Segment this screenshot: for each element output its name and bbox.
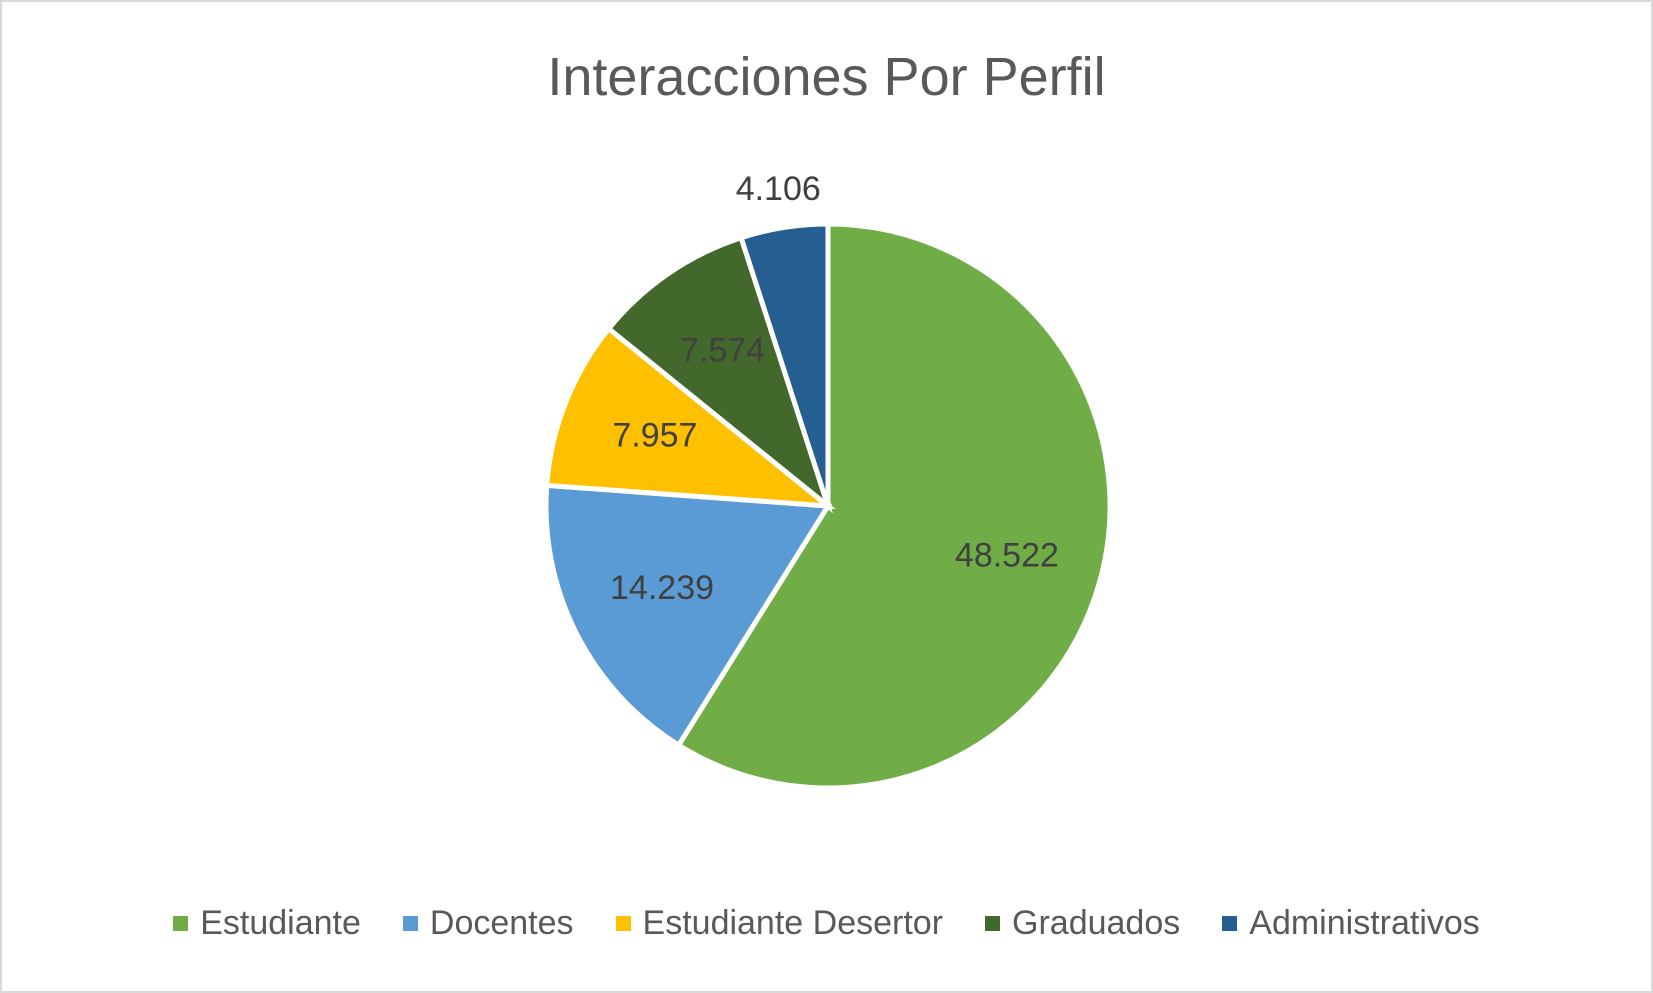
legend: Estudiante Docentes Estudiante Desertor Gra…: [2, 904, 1651, 943]
legend-swatch: [173, 916, 189, 931]
pie-slice-graduados: [605, 234, 833, 514]
data-label: 7.574: [680, 332, 765, 370]
legend-label: Estudiante: [200, 904, 361, 942]
legend-swatch: [402, 916, 418, 931]
data-label: 48.522: [955, 536, 1059, 574]
legend-label: Docentes: [429, 904, 574, 942]
data-label: 7.957: [612, 417, 697, 455]
legend-label: Administrativos: [1249, 904, 1480, 942]
data-label: 14.239: [610, 569, 714, 607]
legend-item: Administrativos: [1222, 904, 1480, 943]
pie-slice-estudiante: [675, 221, 1113, 791]
pie-slice-estudiante-desertor: [544, 325, 836, 510]
legend-label: Estudiante Desertor: [642, 904, 944, 942]
data-label: 4.106: [736, 170, 821, 208]
pie-slice-docentes: [543, 482, 833, 749]
legend-swatch: [985, 916, 1001, 931]
pie-slice-administrativos: [737, 221, 831, 507]
legend-swatch: [1222, 916, 1238, 931]
legend-swatch: [615, 916, 631, 931]
chart-title: Interacciones Por Perfil: [547, 47, 1106, 107]
legend-label: Graduados: [1012, 904, 1181, 942]
legend-item: Graduados: [985, 904, 1180, 943]
legend-item: Docentes: [402, 904, 574, 943]
legend-item: Estudiante: [173, 904, 361, 943]
legend-item: Estudiante Desertor: [615, 904, 944, 943]
